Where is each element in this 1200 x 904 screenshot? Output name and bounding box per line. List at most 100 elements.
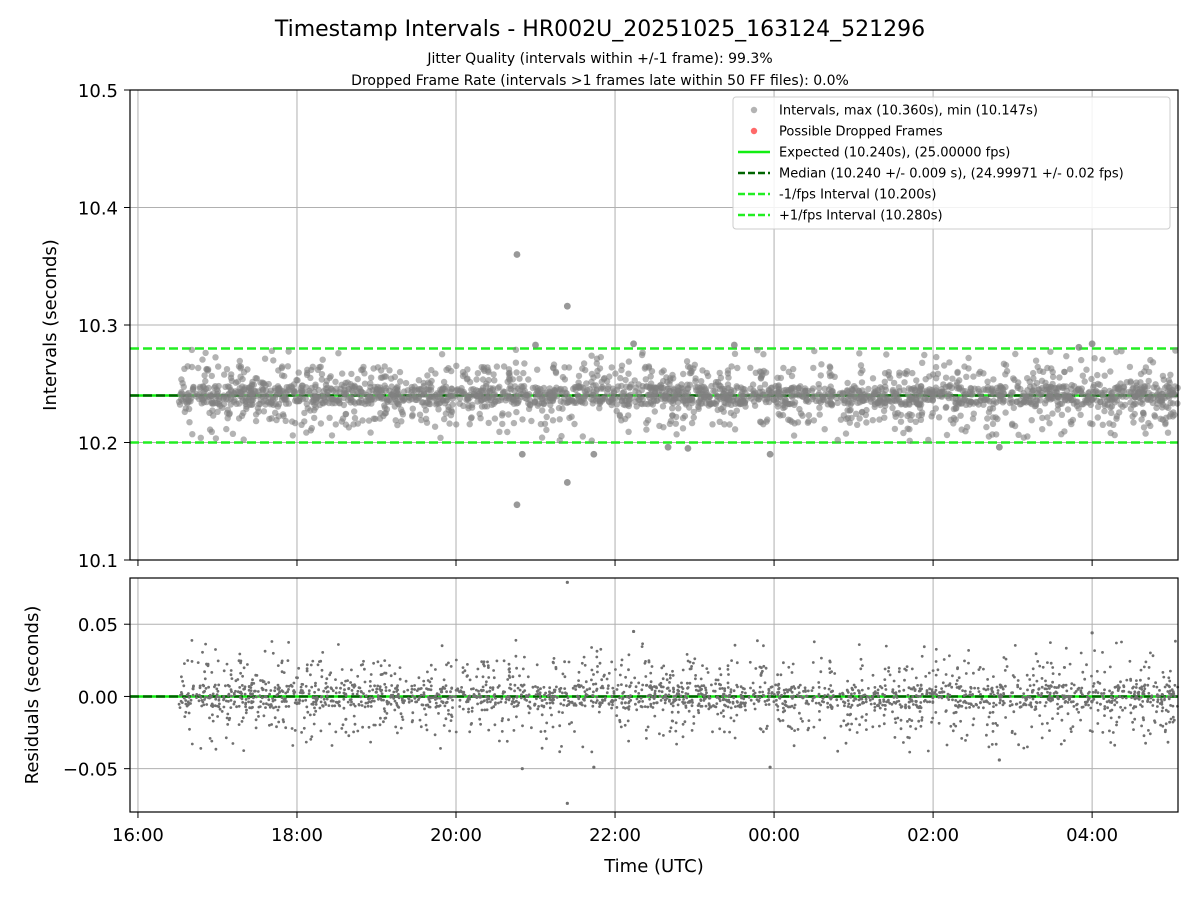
interval-point	[876, 416, 883, 423]
residual-point	[830, 670, 833, 673]
interval-point	[667, 375, 674, 382]
residual-point	[621, 696, 625, 699]
residual-point	[865, 713, 868, 716]
residual-point	[1173, 683, 1177, 687]
residual-point	[753, 691, 757, 695]
residual-point	[675, 742, 678, 746]
interval-point	[896, 369, 903, 376]
residual-point	[565, 580, 569, 584]
residual-point	[582, 655, 586, 659]
residual-point	[926, 749, 930, 753]
residual-point	[1169, 717, 1173, 721]
residual-point	[631, 629, 636, 634]
interval-point	[969, 390, 976, 397]
interval-point	[963, 423, 971, 431]
residual-point	[269, 703, 273, 706]
residual-point	[725, 698, 728, 702]
interval-point	[863, 419, 870, 426]
residual-point	[806, 689, 810, 693]
interval-point	[906, 437, 913, 444]
residual-point	[276, 692, 280, 696]
interval-point	[821, 426, 828, 433]
residual-point	[928, 700, 932, 704]
interval-point	[883, 351, 890, 358]
interval-point	[409, 405, 416, 412]
interval-point	[690, 414, 697, 421]
residual-point	[1025, 673, 1029, 677]
residual-point	[1108, 665, 1112, 669]
residual-point	[187, 692, 190, 695]
residual-point	[1141, 700, 1145, 703]
interval-point	[568, 413, 575, 420]
interval-point	[1145, 368, 1153, 376]
residual-point	[483, 708, 487, 712]
residual-point	[399, 712, 403, 716]
residual-point	[451, 698, 454, 702]
interval-point	[796, 405, 803, 413]
residual-point	[584, 680, 588, 684]
interval-point	[290, 390, 298, 397]
interval-point	[304, 405, 311, 412]
residual-point	[1156, 705, 1159, 708]
residual-point	[726, 705, 730, 709]
residual-point	[718, 682, 721, 686]
residual-point	[1071, 700, 1075, 703]
residual-point	[191, 687, 195, 691]
residual-point	[428, 705, 432, 709]
residual-point	[548, 691, 552, 695]
interval-point	[392, 385, 399, 393]
residual-point	[270, 723, 273, 726]
interval-point	[913, 377, 920, 384]
residual-point	[877, 694, 880, 698]
residual-point	[618, 673, 622, 677]
residual-point	[920, 692, 924, 696]
residual-point	[860, 679, 864, 682]
residual-point	[688, 681, 692, 685]
residual-point	[482, 662, 485, 666]
interval-point	[244, 366, 251, 373]
residual-point	[787, 665, 791, 669]
interval-point	[453, 362, 460, 369]
interval-point	[541, 394, 549, 402]
residual-point	[1116, 684, 1120, 687]
residual-point	[978, 666, 982, 669]
interval-point	[204, 367, 212, 374]
residual-point	[331, 689, 335, 693]
residual-point	[1149, 696, 1153, 700]
interval-point	[282, 417, 289, 425]
residual-point	[968, 706, 971, 709]
residual-point	[180, 701, 184, 704]
residual-point	[873, 690, 877, 693]
residual-point	[1169, 704, 1172, 707]
interval-point	[628, 381, 635, 388]
residual-point	[1096, 708, 1100, 712]
residual-point	[659, 684, 663, 688]
residual-point	[243, 692, 247, 696]
residual-point	[697, 689, 700, 693]
residual-point	[629, 681, 633, 685]
residual-point	[445, 690, 448, 694]
residual-point	[641, 700, 644, 703]
legend-marker-dropped	[750, 127, 758, 135]
residual-point	[601, 684, 604, 688]
residual-point	[308, 713, 312, 717]
interval-point	[252, 375, 259, 382]
interval-point	[831, 373, 838, 380]
residual-point	[671, 674, 675, 677]
residual-point	[719, 711, 723, 715]
residual-point	[440, 700, 443, 703]
residual-point	[1160, 709, 1164, 713]
interval-point	[464, 366, 471, 373]
interval-point	[664, 443, 672, 451]
interval-point	[679, 385, 687, 393]
residual-point	[853, 692, 856, 695]
residual-point	[577, 679, 580, 682]
interval-point	[588, 437, 595, 444]
interval-point	[848, 414, 855, 422]
residual-point	[983, 700, 987, 703]
residual-point	[842, 719, 846, 723]
residual-point	[198, 693, 201, 697]
interval-point	[316, 364, 323, 371]
interval-point	[633, 403, 640, 410]
residual-point	[807, 719, 811, 722]
